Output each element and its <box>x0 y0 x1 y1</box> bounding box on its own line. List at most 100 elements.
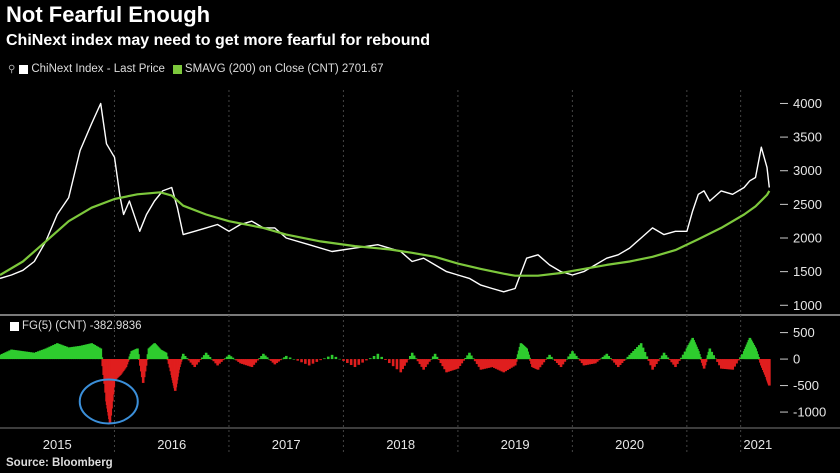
fg-bar <box>542 359 546 363</box>
price-swatch <box>19 64 29 74</box>
fg-bar <box>273 359 277 365</box>
fg-bar <box>195 359 198 365</box>
fg-bar <box>212 359 216 362</box>
fg-bar <box>563 359 567 362</box>
fg-bar <box>655 359 658 365</box>
y-tick-label: 1000 <box>793 298 822 313</box>
x-tick-label: 2019 <box>501 437 530 452</box>
fg-bar <box>466 355 469 360</box>
fg-bar <box>479 359 483 370</box>
fg-bar <box>768 359 771 386</box>
fg-bar <box>502 359 506 373</box>
fg-y-tick-label: -1000 <box>793 405 826 420</box>
fg-bar <box>0 354 2 360</box>
y-tick-label: 3500 <box>793 130 822 145</box>
fg-bar <box>229 356 233 360</box>
price-legend-label: ChiNext Index - Last Price <box>31 63 165 75</box>
fg-bar <box>632 350 635 360</box>
fg-bar <box>555 359 559 363</box>
fg-bar <box>376 353 380 360</box>
fg-bar <box>93 344 97 360</box>
fg-bar <box>33 352 36 360</box>
fg-bar <box>15 350 19 360</box>
fg-bar <box>483 359 487 369</box>
fg-bar <box>91 344 95 360</box>
fg-bar <box>439 359 443 364</box>
fg-bar <box>78 345 82 360</box>
fg-bar <box>10 349 13 360</box>
fg-bar <box>420 359 424 367</box>
fg-bar <box>61 345 65 360</box>
fg-bar <box>100 357 104 360</box>
fg-bar <box>330 354 334 360</box>
fg-legend: FG(5) (CNT) -382.9836 <box>8 320 142 332</box>
fg-bar <box>304 359 307 364</box>
fg-bar <box>595 359 599 362</box>
fg-bar <box>500 359 504 372</box>
fg-bar <box>418 359 422 365</box>
fg-bar <box>668 359 672 360</box>
fg-bar <box>90 343 93 360</box>
fg-bar <box>544 359 548 360</box>
fg-bar <box>46 347 50 360</box>
fg-bar <box>574 355 578 360</box>
fg-bar <box>557 359 561 365</box>
fg-swatch <box>10 321 19 331</box>
fg-bar <box>548 354 551 360</box>
fg-bar <box>653 359 656 367</box>
y-tick-label: 4000 <box>793 96 822 111</box>
fg-bar <box>449 359 452 372</box>
fg-legend-label: FG(5) (CNT) -382.9836 <box>22 320 142 332</box>
fg-bar <box>506 359 509 371</box>
fg-bar <box>181 353 185 360</box>
fg-bar <box>670 359 673 363</box>
fg-bar <box>584 359 588 366</box>
fg-bar <box>243 359 246 365</box>
fg-bar <box>456 359 460 369</box>
fg-bar <box>679 357 683 360</box>
fg-bar <box>222 359 225 361</box>
fg-bar <box>450 359 454 371</box>
fg-bar <box>588 359 591 365</box>
fg-bar <box>187 359 191 361</box>
fg-bar <box>248 359 252 367</box>
fg-bar <box>649 359 653 366</box>
fg-bar <box>279 359 282 361</box>
fg-bar <box>395 359 399 370</box>
fg-bar <box>269 359 273 361</box>
fg-bar <box>735 359 738 364</box>
fg-bar <box>475 359 479 365</box>
fg-bar <box>643 352 647 360</box>
fg-bar <box>235 359 238 361</box>
fg-bar <box>491 359 494 368</box>
fg-bar <box>23 351 27 360</box>
fg-bar <box>29 352 32 360</box>
fg-bar <box>21 351 25 360</box>
fg-bar <box>552 358 555 360</box>
price-series-line <box>0 102 770 293</box>
fg-bar <box>660 355 664 360</box>
fg-bar <box>231 357 235 360</box>
fg-bar <box>489 359 492 368</box>
fg-bar <box>227 354 231 360</box>
fg-bar <box>414 358 418 360</box>
fg-bar <box>573 353 576 360</box>
fg-bar <box>492 359 496 368</box>
fg-y-tick-label: 0 <box>793 352 800 367</box>
fg-bar <box>594 359 597 364</box>
fg-bar <box>214 359 217 364</box>
fg-bar <box>57 343 61 360</box>
fg-bar <box>17 350 21 360</box>
fg-bar <box>19 350 23 360</box>
y-tick-label: 1500 <box>793 264 822 279</box>
fg-bar <box>676 359 679 364</box>
fg-bar <box>528 357 531 360</box>
fg-bar <box>546 357 549 360</box>
fg-bar <box>481 359 485 370</box>
fg-bar <box>645 356 649 360</box>
fg-bar <box>634 349 637 360</box>
pin-icon: ⚲ <box>8 63 16 75</box>
fg-bar <box>477 359 481 367</box>
fg-bar <box>658 358 662 360</box>
